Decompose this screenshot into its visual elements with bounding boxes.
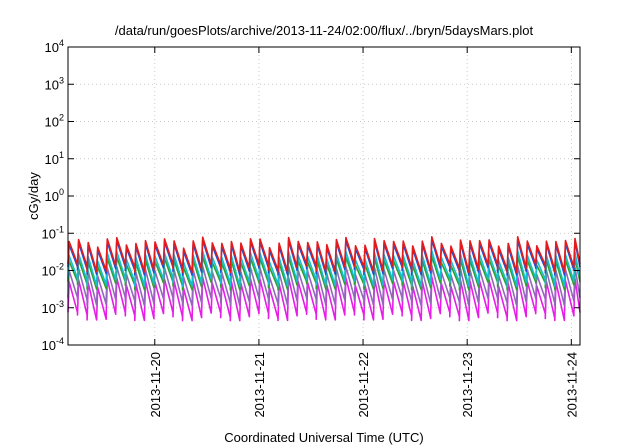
plot-series	[67, 236, 581, 322]
y-tick-label: 104	[45, 38, 64, 55]
y-tick-base: 10	[45, 40, 59, 55]
y-tick-label: 100	[45, 187, 64, 204]
y-tick-exponent: 1	[59, 150, 64, 160]
y-tick-exponent: -1	[56, 224, 64, 234]
y-tick-label: 10-3	[42, 299, 64, 316]
y-tick-exponent: -4	[56, 336, 64, 346]
y-tick-exponent: -3	[56, 299, 64, 309]
y-tick-exponent: 3	[59, 75, 64, 85]
y-tick-label: 102	[45, 113, 64, 130]
y-tick-exponent: 4	[59, 38, 64, 48]
series-line-green	[67, 255, 581, 291]
x-tick-label: 2013-11-23	[460, 352, 475, 418]
x-tick-label: 2013-11-22	[356, 352, 371, 418]
x-tick-label: 2013-11-20	[148, 352, 163, 418]
y-tick-base: 10	[42, 264, 56, 279]
y-tick-base: 10	[45, 77, 59, 92]
x-axis-label: Coordinated Universal Time (UTC)	[224, 430, 423, 445]
series-line-teal	[67, 250, 581, 288]
y-tick-base: 10	[45, 115, 59, 130]
series-line-red	[67, 236, 581, 273]
y-tick-label: 10-4	[42, 336, 64, 353]
y-tick-label: 101	[45, 150, 64, 167]
y-tick-base: 10	[45, 189, 59, 204]
y-axis-label: cGy/day	[26, 172, 41, 220]
series-line-magenta	[67, 276, 581, 322]
y-tick-base: 10	[42, 226, 56, 241]
y-tick-label: 10-1	[42, 224, 64, 241]
y-tick-exponent: -2	[56, 262, 64, 272]
y-tick-label: 103	[45, 75, 64, 92]
series-line-purple	[67, 264, 581, 307]
y-tick-base: 10	[45, 152, 59, 167]
chart-title: /data/run/goesPlots/archive/2013-11-24/0…	[115, 23, 534, 38]
y-tick-exponent: 2	[59, 113, 64, 123]
x-tick-label: 2013-11-24	[564, 352, 579, 418]
x-ticks: 2013-11-20 2013-11-21 2013-11-22 2013-11-23…	[148, 47, 579, 418]
y-tick-label: 10-2	[42, 262, 64, 279]
y-tick-exponent: 0	[59, 187, 64, 197]
x-tick-label: 2013-11-21	[252, 352, 267, 418]
y-tick-base: 10	[42, 338, 56, 353]
y-tick-base: 10	[42, 301, 56, 316]
